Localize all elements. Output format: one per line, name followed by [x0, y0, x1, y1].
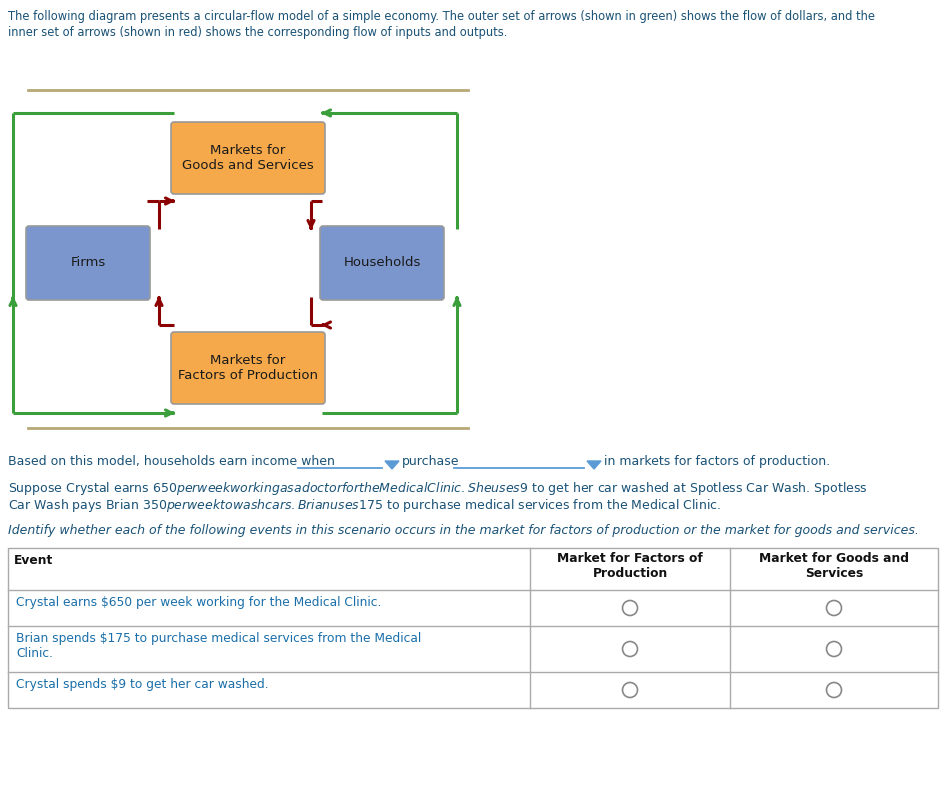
Text: Households: Households: [343, 257, 421, 270]
Text: purchase: purchase: [402, 455, 460, 468]
Text: Based on this model, households earn income when: Based on this model, households earn inc…: [8, 455, 335, 468]
Text: Suppose Crystal earns $650 per week working as a doctor for the Medical Clinic. : Suppose Crystal earns $650 per week work…: [8, 480, 867, 497]
Text: Event: Event: [14, 554, 53, 567]
FancyBboxPatch shape: [171, 332, 325, 404]
Text: Market for Goods and
Services: Market for Goods and Services: [759, 552, 909, 580]
Text: Market for Factors of
Production: Market for Factors of Production: [557, 552, 703, 580]
FancyBboxPatch shape: [26, 226, 150, 300]
Text: Car Wash pays Brian $350 per week to wash cars. Brian uses $175 to purchase medi: Car Wash pays Brian $350 per week to was…: [8, 497, 721, 514]
FancyBboxPatch shape: [320, 226, 444, 300]
Text: inner set of arrows (shown in red) shows the corresponding flow of inputs and ou: inner set of arrows (shown in red) shows…: [8, 26, 507, 39]
FancyBboxPatch shape: [171, 122, 325, 194]
Polygon shape: [587, 461, 601, 469]
Text: Identify whether each of the following events in this scenario occurs in the mar: Identify whether each of the following e…: [8, 524, 919, 537]
Text: Markets for
Goods and Services: Markets for Goods and Services: [183, 144, 314, 172]
Text: Brian spends $175 to purchase medical services from the Medical
Clinic.: Brian spends $175 to purchase medical se…: [16, 632, 421, 660]
Polygon shape: [385, 461, 399, 469]
Text: Crystal spends $9 to get her car washed.: Crystal spends $9 to get her car washed.: [16, 678, 269, 691]
Text: Crystal earns $650 per week working for the Medical Clinic.: Crystal earns $650 per week working for …: [16, 596, 381, 609]
Text: in markets for factors of production.: in markets for factors of production.: [604, 455, 831, 468]
Text: Firms: Firms: [70, 257, 106, 270]
Text: The following diagram presents a circular-flow model of a simple economy. The ou: The following diagram presents a circula…: [8, 10, 875, 23]
Text: Markets for
Factors of Production: Markets for Factors of Production: [178, 354, 318, 382]
Bar: [8, 548, 938, 708]
